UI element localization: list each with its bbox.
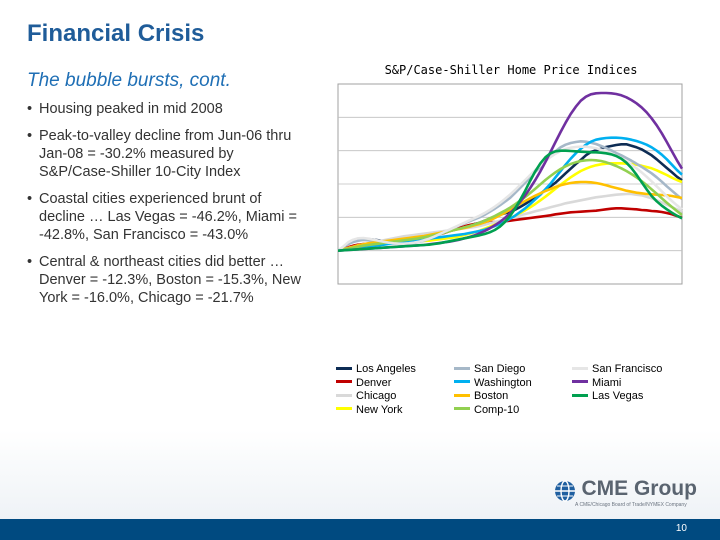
legend-swatch bbox=[572, 380, 588, 384]
legend-label: Los Angeles bbox=[356, 363, 416, 375]
legend-item-boston: Boston bbox=[454, 390, 508, 403]
series-line-las-vegas bbox=[337, 149, 683, 252]
page-title: Financial Crisis bbox=[27, 20, 205, 47]
legend-label: Miami bbox=[592, 376, 622, 389]
legend-label: San Francisco bbox=[592, 363, 663, 375]
legend-swatch bbox=[572, 366, 588, 370]
legend-item-new-york: New York bbox=[336, 404, 402, 417]
legend-item-chicago: Chicago bbox=[336, 390, 396, 403]
page-subtitle: The bubble bursts, cont. bbox=[27, 70, 231, 91]
bullet-text: Peak-to-valley decline from Jun-06 thru … bbox=[39, 128, 292, 180]
legend-item-washington: Washington bbox=[454, 377, 532, 390]
legend-label: Las Vegas bbox=[592, 390, 644, 402]
bullet-item: • Coastal cities experienced brunt of dec… bbox=[27, 190, 302, 244]
page-number: 10 bbox=[675, 523, 687, 534]
chart-title: S&P/Case-Shiller Home Price Indices bbox=[384, 63, 638, 77]
legend-swatch bbox=[454, 380, 470, 384]
legend-swatch bbox=[572, 393, 588, 397]
footer-bar: 10 bbox=[0, 519, 720, 540]
legend-swatch bbox=[454, 393, 470, 397]
line-chart bbox=[337, 83, 684, 285]
cme-group-logo: CME Group bbox=[553, 477, 697, 503]
legend-swatch bbox=[336, 366, 352, 370]
bullet-list: • Housing peaked in mid 2008 • Peak-to-val… bbox=[27, 100, 302, 316]
legend-label: Washington bbox=[474, 376, 532, 389]
legend-item-comp-10: Comp-10 bbox=[454, 404, 519, 417]
bullet-text: Coastal cities experienced brunt of decl… bbox=[39, 191, 297, 243]
bullet-text: Housing peaked in mid 2008 bbox=[39, 101, 223, 117]
bullet-item: • Central & northeast cities did better …… bbox=[27, 253, 302, 307]
legend-swatch bbox=[336, 380, 352, 384]
legend-label: Denver bbox=[356, 376, 392, 389]
background-gradient bbox=[0, 430, 720, 522]
bullet-dot: • bbox=[27, 101, 33, 117]
bullet-dot: • bbox=[27, 254, 33, 270]
legend-swatch bbox=[336, 407, 352, 411]
legend-label: San Diego bbox=[474, 363, 526, 375]
legend-item-los-angeles: Los Angeles bbox=[336, 363, 416, 376]
legend-item-las-vegas: Las Vegas bbox=[572, 390, 643, 403]
bullet-item: • Housing peaked in mid 2008 bbox=[27, 100, 302, 118]
globe-icon bbox=[555, 480, 575, 502]
legend-label: Boston bbox=[474, 390, 509, 402]
logo-wordmark: CME Group bbox=[581, 477, 697, 500]
series-line-boston bbox=[337, 180, 683, 252]
legend-item-miami: Miami bbox=[572, 377, 621, 390]
legend-swatch bbox=[336, 393, 352, 397]
legend-item-denver: Denver bbox=[336, 377, 391, 390]
legend-swatch bbox=[454, 366, 470, 370]
bullet-text: Central & northeast cities did better … … bbox=[39, 254, 301, 306]
legend-label: Comp-10 bbox=[474, 403, 520, 416]
legend-swatch bbox=[454, 407, 470, 411]
bullet-dot: • bbox=[27, 191, 33, 207]
legend-label: Chicago bbox=[356, 390, 397, 402]
legend-item-san-francisco: San Francisco bbox=[572, 363, 662, 376]
legend-item-san-diego: San Diego bbox=[454, 363, 525, 376]
series-line-comp-10 bbox=[337, 158, 683, 252]
bullet-dot: • bbox=[27, 128, 33, 144]
legend-label: New York bbox=[356, 403, 403, 416]
bullet-item: • Peak-to-valley decline from Jun-06 thru… bbox=[27, 127, 302, 181]
logo-tagline: A CME/Chicago Board of Trade/NYMEX Compa… bbox=[575, 502, 687, 508]
